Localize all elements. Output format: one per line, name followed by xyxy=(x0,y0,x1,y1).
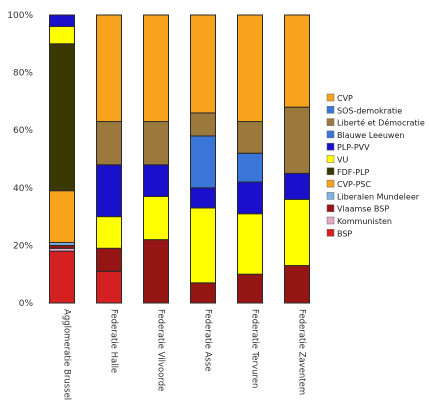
bar-segment xyxy=(284,106,310,174)
category-label: Agglomeratie Brussel xyxy=(62,309,72,400)
legend-swatch xyxy=(326,167,335,176)
bar-segment xyxy=(143,195,169,241)
bar-segment xyxy=(96,164,122,218)
bar-segment xyxy=(190,282,216,304)
legend-label: Vlaamse BSP xyxy=(337,205,389,214)
bar-segment xyxy=(49,14,75,28)
bar-segment xyxy=(284,198,310,267)
bar-segment xyxy=(143,14,169,123)
legend-label: VU xyxy=(337,156,348,165)
bar-segment xyxy=(284,172,310,200)
legend-label: Liberté et Démocratie xyxy=(337,118,425,128)
bar-segment xyxy=(49,26,75,45)
y-tick-label: 100% xyxy=(7,11,33,21)
bar-segment xyxy=(143,239,169,304)
legend-label: PLP-PVV xyxy=(337,143,370,152)
bar-segment xyxy=(190,14,216,114)
bar-segment xyxy=(143,121,169,166)
category-labels: Agglomeratie Brussel Federatie Halle Feder… xyxy=(62,309,307,400)
legend-label: SOS-demokratie xyxy=(337,106,402,115)
bar-segment xyxy=(237,14,263,123)
y-tick-label: 60% xyxy=(13,126,33,136)
bar-segment xyxy=(96,216,122,249)
bar-segment xyxy=(190,187,216,209)
bar-segment xyxy=(190,135,216,189)
legend-label: FDF-PLP xyxy=(337,168,370,177)
legend-label: CVP xyxy=(337,94,353,103)
legend-label: BSP xyxy=(337,229,352,238)
category-label: Federatie Asse xyxy=(203,309,213,372)
legend-swatch xyxy=(326,204,335,212)
y-tick-label: 40% xyxy=(13,184,33,194)
legend-label: Kommunisten xyxy=(337,217,392,226)
bar-segment xyxy=(96,270,122,304)
bar-segment xyxy=(143,164,169,197)
bar-segment xyxy=(96,247,122,272)
category-label: Federatie Zaventem xyxy=(297,309,307,395)
legend: CVP SOS-demokratie Liberté et Démocratie Bl… xyxy=(326,93,425,238)
legend-swatch xyxy=(326,179,335,188)
bar-segment xyxy=(237,121,263,154)
category-label: Federatie Halle xyxy=(109,309,119,373)
legend-swatch xyxy=(326,216,335,225)
bar-segment xyxy=(237,213,263,275)
category-label: Federatie Tervuren xyxy=(250,309,260,388)
legend-label: Liberalen Mundeleer xyxy=(337,192,420,201)
y-tick-label: 80% xyxy=(13,69,33,79)
legend-label: Blauwe Leeuwen xyxy=(337,131,404,140)
bar-segment xyxy=(237,152,263,183)
bar-segment xyxy=(284,265,310,304)
bar-segment xyxy=(96,121,122,166)
legend-swatch xyxy=(326,229,335,237)
bars xyxy=(49,14,310,304)
bar-segment xyxy=(237,273,263,304)
axes: 0% 20% 40% 60% 80% 100% xyxy=(7,11,33,309)
y-tick-label: 0% xyxy=(19,299,34,309)
category-label: Federatie Vilvoorde xyxy=(156,309,166,391)
bar-segment xyxy=(96,14,122,123)
bar-segment xyxy=(237,181,263,215)
bar-segment xyxy=(49,250,75,304)
legend-swatch xyxy=(326,155,335,163)
bar-segment xyxy=(49,190,75,244)
bar-segment xyxy=(284,14,310,108)
y-tick-label: 20% xyxy=(13,241,33,251)
legend-swatch xyxy=(326,192,335,200)
legend-label: CVP-PSC xyxy=(337,180,371,189)
legend-swatch xyxy=(326,142,335,151)
bar-segment xyxy=(190,112,216,137)
legend-swatch xyxy=(326,118,335,126)
bar-segment xyxy=(49,43,75,192)
legend-swatch xyxy=(326,106,335,114)
bar-segment xyxy=(190,207,216,284)
legend-swatch xyxy=(326,93,335,102)
legend-swatch xyxy=(326,130,335,139)
